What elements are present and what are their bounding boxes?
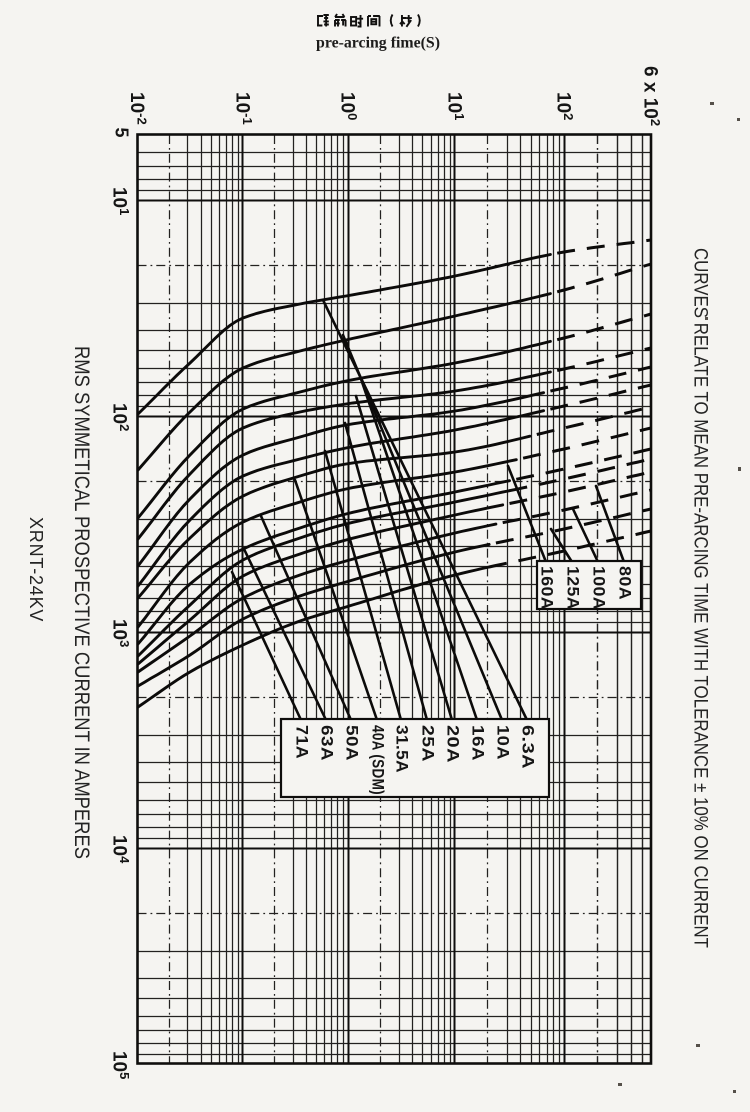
svg-text:160A: 160A [538, 566, 557, 610]
svg-text:80A: 80A [616, 566, 635, 600]
svg-text:25A: 25A [419, 725, 438, 762]
svg-text:31.5A: 31.5A [393, 725, 412, 773]
svg-text:pre-arcing fime(S): pre-arcing fime(S) [316, 35, 440, 52]
svg-text:125A: 125A [564, 566, 583, 610]
svg-text:6 x 102: 6 x 102 [640, 66, 664, 126]
svg-text:XRNT-24KV: XRNT-24KV [26, 517, 46, 622]
svg-text:40A (SDM): 40A (SDM) [369, 725, 388, 795]
svg-text:10A: 10A [494, 725, 513, 760]
svg-text:20A: 20A [444, 725, 463, 763]
svg-text:63A: 63A [318, 725, 337, 761]
svg-text:6.3A: 6.3A [519, 725, 538, 769]
svg-text:71A: 71A [293, 725, 312, 759]
svg-text:5: 5 [112, 128, 132, 138]
svg-text:RMS SYMMETICAL PROSPECTIVE CUR: RMS SYMMETICAL PROSPECTIVE CURRENT IN AM… [70, 346, 93, 859]
svg-text:16A: 16A [469, 725, 488, 761]
svg-text:50A: 50A [343, 725, 362, 761]
svg-text:100A: 100A [590, 566, 609, 610]
svg-text:CURVES RELATE TO MEAN PRE-ARCI: CURVES RELATE TO MEAN PRE-ARCING TIME WI… [690, 248, 711, 948]
